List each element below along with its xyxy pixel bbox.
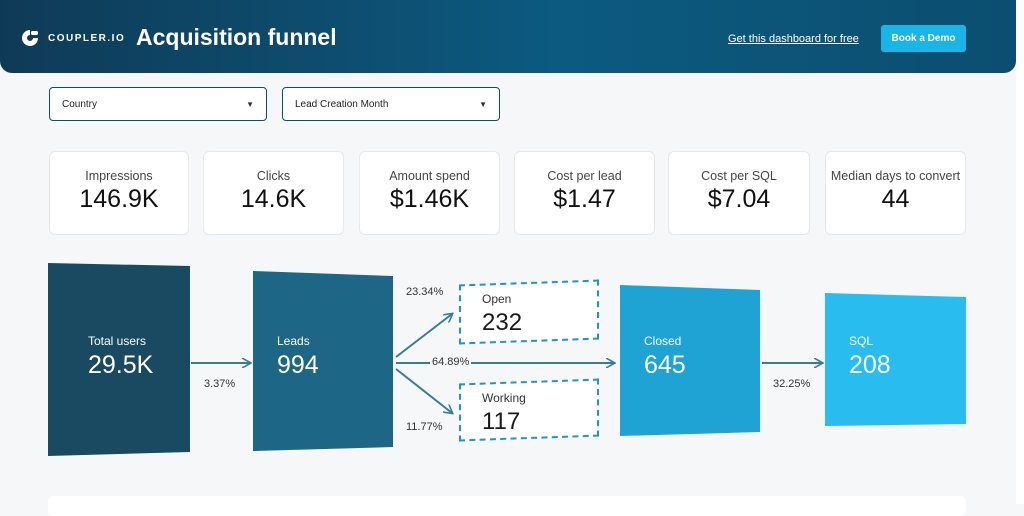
stage-label: Closed bbox=[644, 334, 682, 348]
stage-value: 232 bbox=[482, 309, 523, 336]
stage-label: Leads bbox=[277, 334, 310, 348]
open-stage: Open 232 bbox=[482, 292, 522, 337]
rate-leads-to-working: 11.77% bbox=[406, 421, 443, 433]
chevron-down-icon: ▼ bbox=[479, 99, 487, 109]
kpi-value: $1.46K bbox=[389, 185, 470, 213]
arrow-leads-to-open bbox=[395, 314, 452, 358]
rate-leads-to-closed: 64.89% bbox=[430, 356, 472, 368]
lead-month-filter-label: Lead Creation Month bbox=[295, 98, 389, 110]
kpi-label: Clicks bbox=[256, 169, 291, 183]
country-filter-label: Country bbox=[62, 98, 98, 110]
kpi-card-cost-per-sql: Cost per SQL $7.04 bbox=[668, 151, 810, 235]
arrow-leads-to-working bbox=[395, 368, 452, 413]
stage-value: 208 bbox=[849, 351, 891, 379]
rate-closed-to-sql: 32.25% bbox=[773, 378, 811, 390]
get-dashboard-link[interactable]: Get this dashboard for free bbox=[728, 33, 859, 45]
header-bar: COUPLER.IO Acquisition funnel Get this d… bbox=[0, 0, 1016, 73]
coupler-logo-icon bbox=[22, 30, 38, 46]
stage-label: Total users bbox=[88, 334, 147, 348]
total-users-shape bbox=[48, 263, 190, 456]
logo[interactable]: COUPLER.IO bbox=[20, 28, 125, 48]
kpi-card-cost-per-lead: Cost per lead $1.47 bbox=[514, 151, 655, 235]
leads-shape bbox=[253, 271, 393, 451]
kpi-card-clicks: Clicks 14.6K bbox=[203, 151, 344, 235]
logo-text: COUPLER.IO bbox=[48, 32, 126, 44]
page-title: Acquisition funnel bbox=[136, 24, 337, 50]
kpi-label: Amount spend bbox=[389, 169, 470, 183]
working-stage: Working 117 bbox=[482, 391, 526, 436]
kpi-card-median-days: Median days to convert 44 bbox=[825, 151, 966, 235]
chevron-down-icon: ▼ bbox=[246, 99, 254, 109]
working-stage-box bbox=[459, 378, 599, 442]
kpi-value: $7.04 bbox=[707, 185, 771, 213]
sql-stage: SQL 208 bbox=[849, 334, 891, 380]
leads-stage: Leads 994 bbox=[277, 334, 319, 380]
total-users-stage: Total users 29.5K bbox=[88, 334, 153, 380]
kpi-label: Cost per lead bbox=[547, 169, 622, 183]
kpi-label: Impressions bbox=[85, 169, 153, 183]
lead-creation-month-filter[interactable]: Lead Creation Month ▼ bbox=[282, 87, 500, 121]
kpi-card-amount-spend: Amount spend $1.46K bbox=[359, 151, 500, 235]
kpi-value: 44 bbox=[881, 185, 910, 213]
open-stage-box bbox=[459, 279, 599, 345]
funnel-diagram bbox=[48, 263, 966, 456]
stage-label: Working bbox=[482, 391, 526, 405]
kpi-card-impressions: Impressions 146.9K bbox=[49, 151, 189, 235]
stage-label: Open bbox=[482, 292, 512, 306]
bottom-panel bbox=[48, 496, 966, 516]
country-filter[interactable]: Country ▼ bbox=[49, 87, 267, 121]
stage-label: SQL bbox=[849, 334, 874, 348]
closed-stage: Closed 645 bbox=[644, 334, 686, 380]
rate-users-to-leads: 3.37% bbox=[204, 378, 236, 390]
stage-value: 645 bbox=[644, 351, 686, 379]
closed-shape bbox=[620, 285, 760, 436]
book-demo-button[interactable]: Book a Demo bbox=[881, 25, 966, 52]
kpi-label: Median days to convert bbox=[830, 169, 961, 183]
kpi-value: 146.9K bbox=[79, 185, 159, 213]
rate-leads-to-open: 23.34% bbox=[406, 286, 444, 298]
stage-value: 994 bbox=[277, 351, 319, 379]
page-edge bbox=[1016, 0, 1024, 504]
kpi-value: $1.47 bbox=[553, 185, 616, 213]
kpi-value: 14.6K bbox=[240, 185, 307, 213]
stage-value: 29.5K bbox=[88, 351, 154, 379]
stage-value: 117 bbox=[482, 408, 521, 435]
kpi-label: Cost per SQL bbox=[701, 169, 777, 183]
sql-shape bbox=[825, 293, 966, 426]
